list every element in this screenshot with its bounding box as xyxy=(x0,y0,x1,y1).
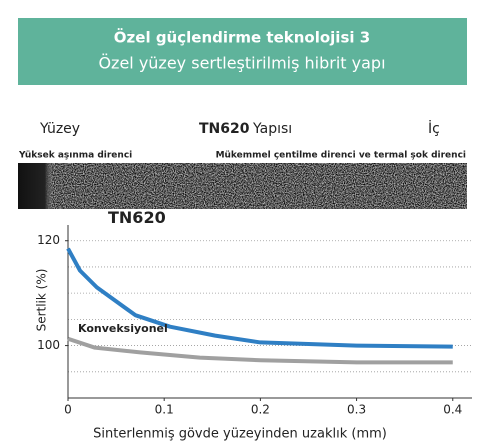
core-label: İç xyxy=(428,119,440,137)
header-box xyxy=(18,18,467,85)
y-tick-label: 120 xyxy=(37,233,60,247)
x-tick-label: 0 xyxy=(64,403,72,417)
series-line xyxy=(67,336,453,365)
x-tick-label: 0.1 xyxy=(155,403,174,417)
x-axis-label: Sinterlenmiş gövde yüzeyinden uzaklık (m… xyxy=(93,427,387,442)
structure-label: Yapısı xyxy=(252,121,292,137)
y-axis-label: Sertlik (%) xyxy=(35,269,49,332)
product-label: TN620 xyxy=(199,121,250,137)
header-subtitle: Özel yüzey sertleştirilmiş hibrit yapı xyxy=(98,54,385,73)
x-tick-label: 0.2 xyxy=(251,403,270,417)
surface-label: Yüzey xyxy=(39,121,80,137)
series-line xyxy=(66,247,453,349)
header-title: Özel güçlendirme teknolojisi 3 xyxy=(114,28,370,47)
y-tick-label: 100 xyxy=(37,338,60,352)
surface-layer xyxy=(18,163,467,209)
chart: 100 120 0 0.1 0.2 0.3 0.4 Sinterlenmiş gövde yü… xyxy=(35,208,472,442)
x-tick-label: 0.3 xyxy=(347,403,366,417)
right-note: Mükemmel çentilme direnci ve termal şok … xyxy=(216,151,466,161)
left-note: Yüksek aşınma direnci xyxy=(18,151,132,161)
series-label: Konveksiyonel xyxy=(78,322,168,335)
x-tick-label: 0.4 xyxy=(443,403,462,417)
series-label: TN620 xyxy=(108,208,166,227)
